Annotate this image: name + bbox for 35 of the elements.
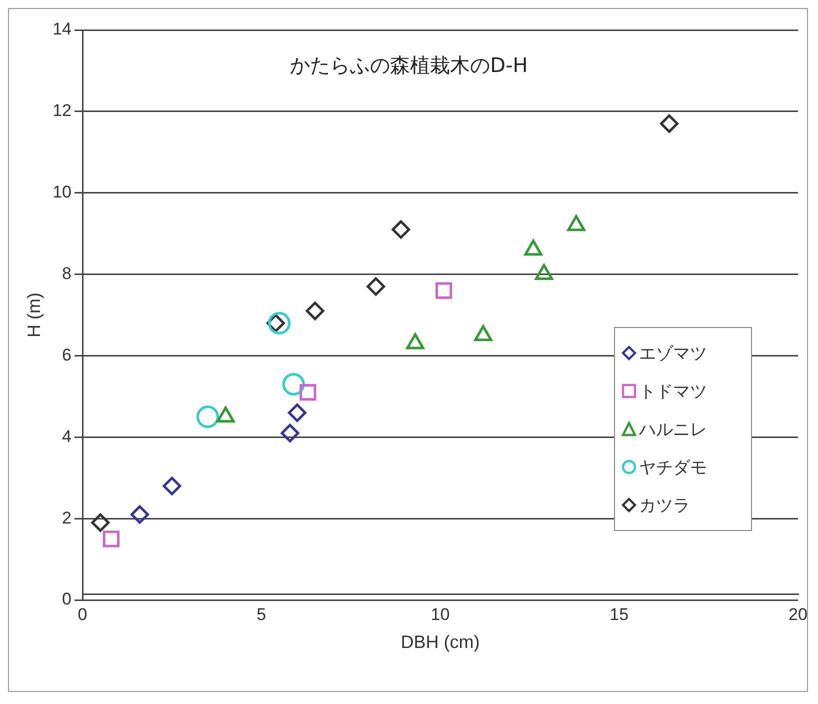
legend-label: ヤチダモ [639,456,707,478]
point [392,220,410,239]
legend-label: ハルニレ [639,418,707,440]
point [366,277,386,296]
legend-label: エゾマツ [639,342,707,364]
text: かたらふの森植栽木のD-H [290,53,528,78]
point [300,384,316,401]
x-tick-label: 0 [78,604,88,624]
point [436,282,452,299]
y-tick-label: 2 [62,508,72,528]
y-tick-label: 14 [52,20,72,39]
y-tick-label: 4 [62,426,72,446]
y-tick-label: 0 [62,590,72,609]
y-tick-label: 12 [52,101,72,120]
y-axis-title: H (m) [24,292,44,338]
point [268,312,291,334]
y-tick-label: 8 [62,264,72,283]
legend-label: トドマツ [639,380,707,402]
x-axis-title: DBH (cm) [400,632,480,652]
point [280,424,300,442]
point [306,302,324,320]
point [162,476,182,496]
x-tick-label: 5 [256,604,266,624]
y-tick-label: 6 [62,345,72,364]
legend-label: カツラ [639,494,690,516]
point [660,114,678,133]
x-tick-label: 20 [788,604,808,624]
y-tick-label: 10 [52,182,72,202]
x-tick-label: 10 [430,604,450,624]
point [91,513,110,532]
point [196,406,219,428]
point [288,403,306,422]
point [102,530,120,548]
x-tick-label: 15 [610,604,629,624]
point [130,505,149,524]
